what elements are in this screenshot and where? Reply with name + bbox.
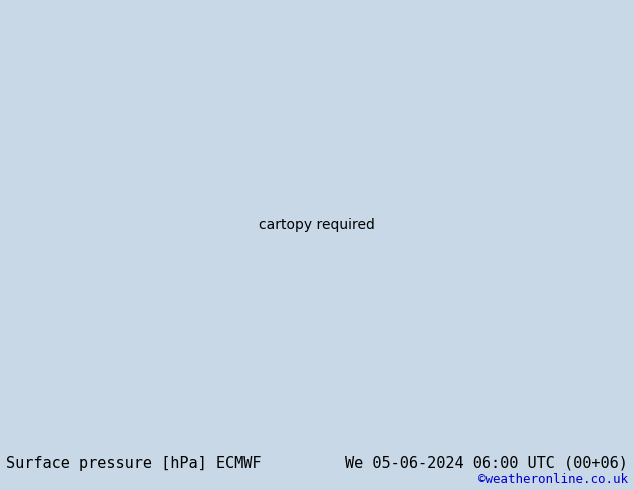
Text: cartopy required: cartopy required	[259, 219, 375, 232]
Text: Surface pressure [hPa] ECMWF: Surface pressure [hPa] ECMWF	[6, 456, 262, 470]
Text: ©weatheronline.co.uk: ©weatheronline.co.uk	[477, 473, 628, 486]
Text: We 05-06-2024 06:00 UTC (00+06): We 05-06-2024 06:00 UTC (00+06)	[345, 456, 628, 470]
